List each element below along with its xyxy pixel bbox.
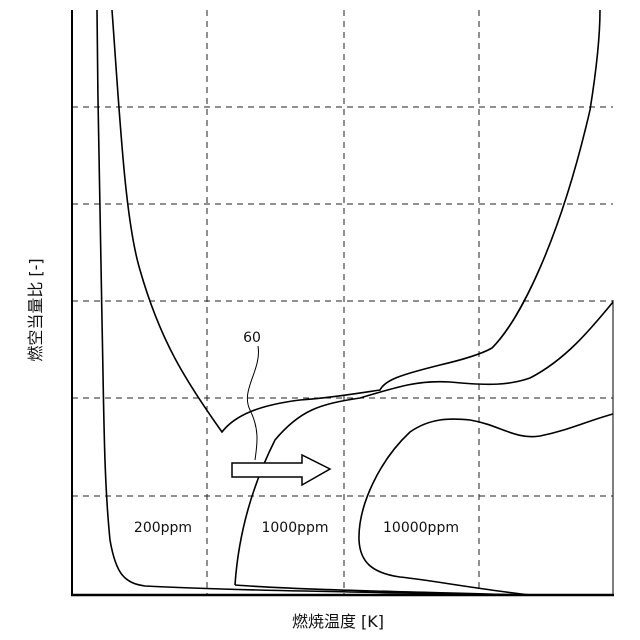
right-arrow-icon <box>232 455 330 485</box>
region-label-1000ppm: 1000ppm <box>261 520 328 536</box>
curve-10000ppm <box>359 414 613 595</box>
annotation-label-60: 60 <box>243 330 261 346</box>
curve-upper-boundary <box>112 10 600 432</box>
diagram: 60 200ppm 1000ppm 10000ppm 燃焼温度 [K] 燃空当量… <box>0 0 640 640</box>
curve-200ppm <box>97 10 520 595</box>
x-axis-label: 燃焼温度 [K] <box>292 612 384 631</box>
grid <box>72 10 613 595</box>
y-axis-label: 燃空当量比 [-] <box>26 258 45 361</box>
region-label-10000ppm: 10000ppm <box>383 520 459 536</box>
curve-1000ppm <box>235 302 613 595</box>
region-label-200ppm: 200ppm <box>134 520 192 536</box>
leader-line-60 <box>247 346 258 460</box>
